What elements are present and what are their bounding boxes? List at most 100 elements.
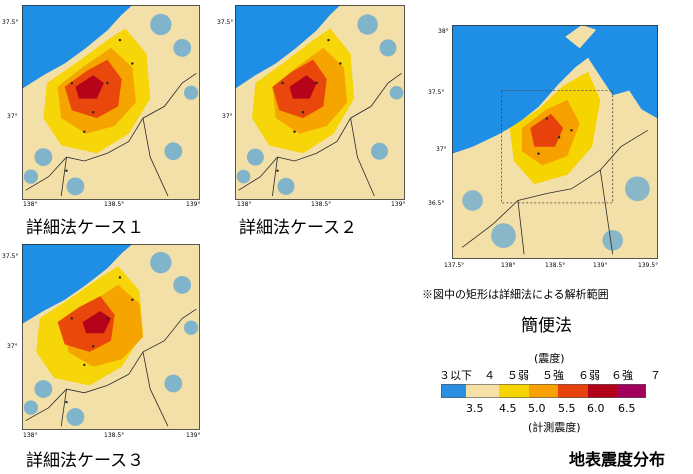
city-marker	[92, 111, 95, 114]
sea-patch	[371, 142, 388, 160]
intensity-label: ３以下	[439, 369, 472, 382]
sea-patch	[491, 223, 516, 248]
intensity-zone	[82, 311, 111, 334]
city-marker	[281, 81, 284, 85]
city-marker	[65, 169, 68, 172]
legend-bottom-caption: (計測震度)	[528, 421, 581, 434]
caption-case3: 詳細法ケース３	[26, 451, 145, 471]
prefecture-border	[517, 200, 525, 255]
xtick-139-5: 139.5°	[638, 262, 659, 269]
sea-patch	[183, 320, 199, 335]
intensity-zone	[530, 113, 564, 147]
sea-patch	[23, 169, 39, 184]
boundary-value: 6.5	[618, 402, 636, 415]
analysis-area-note: ※図中の矩形は詳細法による解析範囲	[422, 288, 609, 301]
colorbar-segment	[441, 384, 466, 398]
colorbar-segment	[529, 384, 558, 398]
city-marker	[118, 38, 122, 42]
prefecture-border	[238, 72, 402, 191]
prefecture-border	[142, 118, 169, 197]
map-panel-case1: 37.5° 37° 138° 138.5° 139°	[0, 0, 215, 230]
ytick-37-5: 37.5°	[217, 19, 234, 26]
sea-patch	[357, 14, 378, 35]
colorbar-segment	[617, 384, 646, 398]
city-marker	[570, 129, 573, 132]
intensity-zone	[75, 75, 104, 99]
map-case1	[22, 5, 200, 200]
city-marker	[131, 62, 134, 65]
city-marker	[315, 81, 318, 85]
sea-patch	[389, 85, 404, 100]
prefecture-border	[462, 129, 648, 248]
legend-top-caption: (震度)	[534, 352, 565, 365]
sea-patch	[277, 177, 295, 195]
ytick-37-5: 37.5°	[2, 253, 19, 260]
prefecture-border	[60, 389, 67, 427]
city-marker	[339, 62, 342, 65]
ytick-38: 38°	[438, 28, 449, 35]
sea-patch	[34, 148, 53, 167]
city-marker	[70, 81, 74, 85]
sea-patch	[66, 177, 85, 196]
boundary-value: 3.5	[466, 402, 484, 415]
xtick-138-5: 138.5°	[545, 262, 566, 269]
ytick-36-5: 36.5°	[428, 200, 445, 207]
xtick-139: 139°	[186, 432, 201, 439]
city-marker	[293, 130, 296, 133]
xtick-138-5: 138.5°	[311, 201, 332, 208]
caption-simple: 簡便法	[521, 316, 572, 336]
sea-patch	[246, 148, 264, 166]
city-marker	[83, 130, 86, 133]
figure-title: 地表震度分布	[569, 450, 666, 469]
boundary-value: 5.0	[528, 402, 546, 415]
prefecture-border	[599, 170, 614, 255]
xtick-138-5: 138.5°	[104, 201, 125, 208]
sea-patch	[462, 190, 483, 211]
city-marker	[545, 117, 548, 120]
sea-patch	[602, 229, 623, 251]
city-marker	[83, 363, 86, 367]
caption-case1: 詳細法ケース１	[26, 218, 145, 238]
map-frame	[235, 5, 405, 200]
city-marker	[70, 317, 74, 320]
intensity-label: ６強	[611, 369, 633, 382]
city-marker	[65, 400, 68, 404]
legend-colorbar	[441, 384, 646, 398]
boundary-value: 4.5	[499, 402, 517, 415]
sea-patch	[23, 400, 39, 415]
prefecture-border	[272, 157, 278, 197]
map-frame	[22, 244, 200, 430]
city-marker	[276, 169, 279, 172]
ytick-37-5: 37.5°	[428, 89, 445, 96]
xtick-139: 139°	[593, 262, 608, 269]
map-frame	[22, 5, 200, 200]
prefecture-border	[350, 118, 375, 197]
boundary-value: 6.0	[587, 402, 605, 415]
sea-patch	[34, 380, 53, 398]
colorbar-segment	[499, 384, 529, 398]
city-marker	[537, 152, 540, 155]
xtick-138: 138°	[237, 201, 252, 208]
city-marker	[106, 317, 109, 320]
map-panel-case3: 37.5° 37° 138° 138.5° 139°	[0, 240, 215, 445]
intensity-label: ５強	[542, 369, 564, 382]
map-frame	[452, 25, 658, 259]
xtick-138: 138°	[501, 262, 516, 269]
sea-patch	[150, 13, 172, 36]
xtick-139: 139°	[186, 201, 201, 208]
xtick-138-5: 138.5°	[104, 432, 125, 439]
map-panel-case2: 37.5° 37° 138° 138.5° 139°	[213, 0, 413, 230]
prefecture-border	[142, 351, 169, 427]
colorbar-segment	[466, 384, 499, 398]
city-marker	[327, 38, 330, 42]
colorbar-frame	[441, 384, 646, 398]
prefecture-border	[25, 72, 197, 191]
intensity-label: ５弱	[507, 369, 529, 382]
ytick-37: 37°	[222, 113, 233, 120]
ytick-37: 37°	[436, 146, 447, 153]
colorbar-segment	[588, 384, 617, 398]
sea-patch	[236, 169, 251, 184]
intensity-label: ７	[650, 369, 661, 382]
city-marker	[557, 136, 561, 139]
sea-patch	[183, 85, 199, 100]
